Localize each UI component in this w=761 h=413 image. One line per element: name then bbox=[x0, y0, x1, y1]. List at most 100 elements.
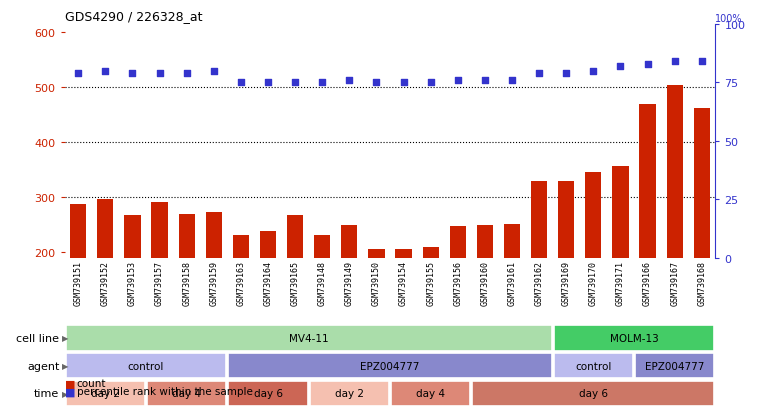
Point bbox=[262, 80, 274, 86]
Bar bbox=[396, 250, 412, 363]
Bar bbox=[124, 215, 141, 363]
Text: GSM739154: GSM739154 bbox=[399, 261, 408, 306]
Text: day 4: day 4 bbox=[416, 388, 445, 399]
Text: GSM739150: GSM739150 bbox=[372, 261, 381, 306]
Text: GSM739167: GSM739167 bbox=[670, 261, 679, 306]
Text: ▶: ▶ bbox=[62, 389, 68, 398]
Point bbox=[99, 68, 111, 75]
Text: GSM739153: GSM739153 bbox=[128, 261, 137, 306]
Point bbox=[180, 71, 193, 77]
Bar bbox=[205, 213, 222, 363]
Text: GSM739152: GSM739152 bbox=[101, 261, 110, 306]
Bar bbox=[558, 181, 575, 363]
Point bbox=[533, 71, 545, 77]
Text: GSM739171: GSM739171 bbox=[616, 261, 625, 306]
Text: percentile rank within the sample: percentile rank within the sample bbox=[77, 387, 253, 396]
Bar bbox=[65, 381, 145, 406]
Bar bbox=[65, 353, 226, 378]
Text: 100%: 100% bbox=[715, 14, 743, 24]
Text: GSM739165: GSM739165 bbox=[291, 261, 300, 306]
Bar bbox=[613, 166, 629, 363]
Text: ■: ■ bbox=[65, 378, 76, 388]
Text: day 6: day 6 bbox=[253, 388, 282, 399]
Text: day 2: day 2 bbox=[335, 388, 364, 399]
Text: GSM739151: GSM739151 bbox=[74, 261, 83, 306]
Text: GSM739148: GSM739148 bbox=[318, 261, 326, 306]
Text: GSM739162: GSM739162 bbox=[535, 261, 543, 306]
Text: count: count bbox=[77, 378, 107, 388]
Point bbox=[208, 68, 220, 75]
Bar bbox=[422, 247, 439, 363]
Point bbox=[397, 80, 409, 86]
Bar bbox=[233, 235, 249, 363]
Text: GSM739169: GSM739169 bbox=[562, 261, 571, 306]
Point bbox=[154, 71, 166, 77]
Point bbox=[289, 80, 301, 86]
Bar bbox=[667, 86, 683, 363]
Bar bbox=[147, 381, 226, 406]
Bar bbox=[314, 235, 330, 363]
Bar bbox=[341, 225, 358, 363]
Point bbox=[425, 80, 437, 86]
Point bbox=[452, 78, 464, 84]
Point bbox=[316, 80, 328, 86]
Text: cell line: cell line bbox=[16, 333, 59, 343]
Text: GSM739170: GSM739170 bbox=[589, 261, 598, 306]
Bar bbox=[473, 381, 715, 406]
Text: ▶: ▶ bbox=[62, 361, 68, 370]
Text: GSM739156: GSM739156 bbox=[454, 261, 462, 306]
Bar bbox=[260, 231, 276, 363]
Bar bbox=[694, 109, 710, 363]
Bar bbox=[179, 214, 195, 363]
Bar bbox=[554, 353, 633, 378]
Point bbox=[642, 61, 654, 68]
Point bbox=[371, 80, 383, 86]
Bar bbox=[287, 216, 303, 363]
Bar bbox=[228, 353, 552, 378]
Point bbox=[560, 71, 572, 77]
Point bbox=[479, 78, 491, 84]
Text: day 6: day 6 bbox=[579, 388, 608, 399]
Point bbox=[696, 59, 708, 65]
Text: control: control bbox=[128, 361, 164, 371]
Text: day 2: day 2 bbox=[91, 388, 119, 399]
Bar bbox=[450, 227, 466, 363]
Text: EPZ004777: EPZ004777 bbox=[360, 361, 420, 371]
Point bbox=[669, 59, 681, 65]
Text: GSM739149: GSM739149 bbox=[345, 261, 354, 306]
Bar bbox=[504, 224, 521, 363]
Point bbox=[587, 68, 600, 75]
Text: ■: ■ bbox=[65, 387, 76, 396]
Text: EPZ004777: EPZ004777 bbox=[645, 361, 705, 371]
Bar bbox=[70, 204, 86, 363]
Text: control: control bbox=[575, 361, 612, 371]
Text: day 4: day 4 bbox=[172, 388, 201, 399]
Point bbox=[614, 64, 626, 70]
Bar bbox=[554, 325, 715, 351]
Text: MOLM-13: MOLM-13 bbox=[610, 333, 658, 343]
Bar bbox=[635, 353, 715, 378]
Text: GSM739159: GSM739159 bbox=[209, 261, 218, 306]
Text: GSM739161: GSM739161 bbox=[508, 261, 517, 306]
Bar bbox=[151, 203, 167, 363]
Text: agent: agent bbox=[27, 361, 59, 371]
Text: GSM739157: GSM739157 bbox=[155, 261, 164, 306]
Text: GSM739163: GSM739163 bbox=[237, 261, 245, 306]
Text: GSM739160: GSM739160 bbox=[480, 261, 489, 306]
Text: GDS4290 / 226328_at: GDS4290 / 226328_at bbox=[65, 10, 202, 23]
Bar bbox=[97, 200, 113, 363]
Text: GSM739158: GSM739158 bbox=[182, 261, 191, 306]
Bar bbox=[531, 181, 547, 363]
Bar bbox=[391, 381, 470, 406]
Point bbox=[343, 78, 355, 84]
Text: GSM739155: GSM739155 bbox=[426, 261, 435, 306]
Bar bbox=[639, 105, 656, 363]
Bar bbox=[476, 226, 493, 363]
Text: GSM739166: GSM739166 bbox=[643, 261, 652, 306]
Text: GSM739164: GSM739164 bbox=[263, 261, 272, 306]
Point bbox=[126, 71, 139, 77]
Text: MV4-11: MV4-11 bbox=[289, 333, 329, 343]
Bar bbox=[368, 250, 384, 363]
Bar bbox=[585, 173, 601, 363]
Point bbox=[235, 80, 247, 86]
